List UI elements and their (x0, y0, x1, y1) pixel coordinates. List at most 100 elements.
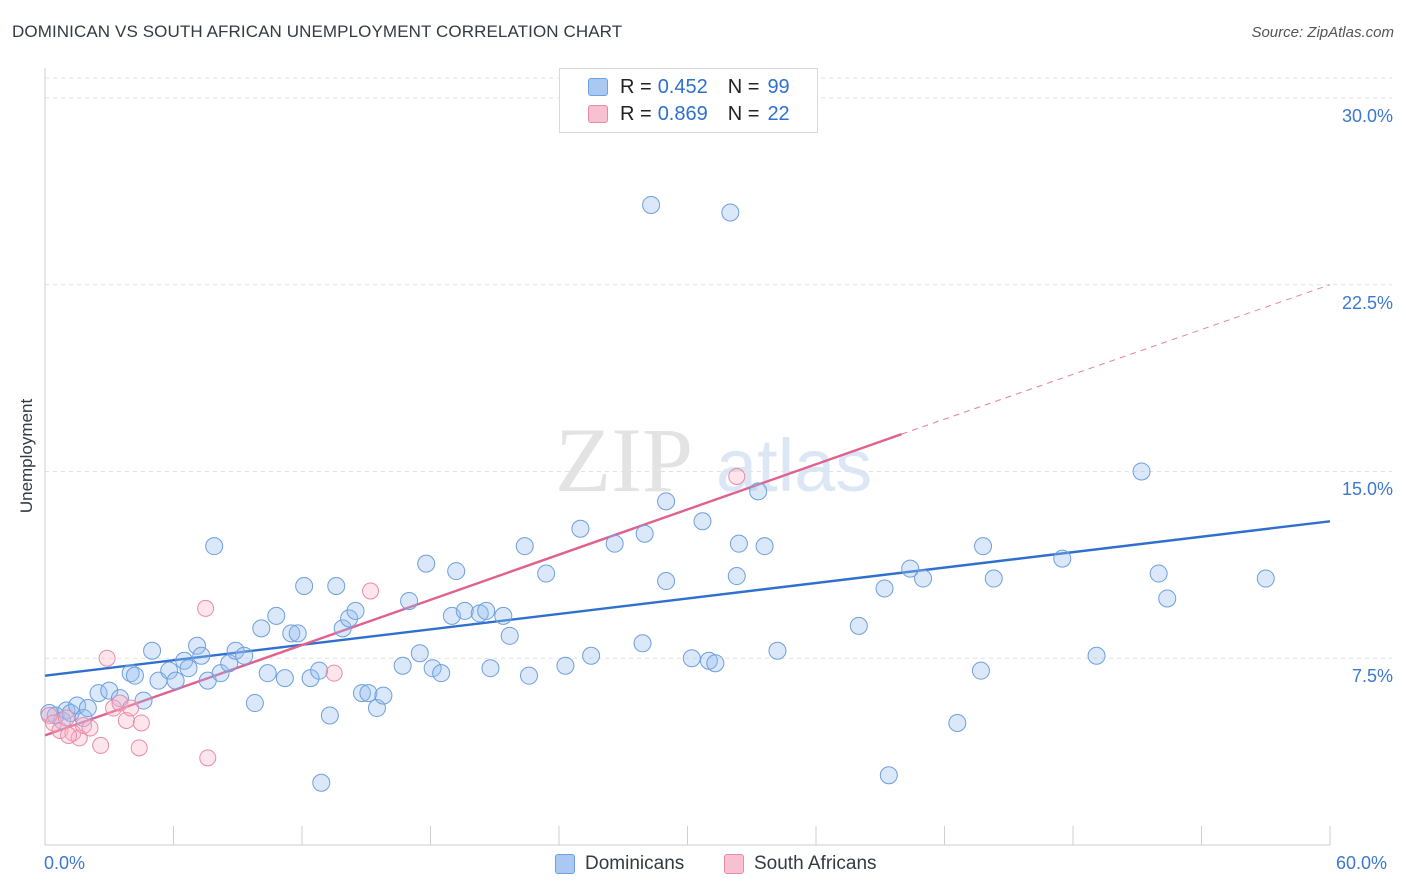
dominicans-point (310, 661, 329, 680)
source-credit: Source: ZipAtlas.com (1251, 24, 1394, 41)
dominicans-point (423, 659, 442, 678)
bottom-legend-label-dominicans: Dominicans (585, 853, 685, 874)
south-africans-point (132, 714, 150, 732)
dominicans-point (515, 537, 534, 556)
dominicans-point (295, 577, 314, 596)
dominicans-point (100, 681, 119, 700)
dominicans-point (340, 609, 359, 628)
dominicans-point (984, 569, 1003, 588)
dominicans-point (432, 664, 451, 683)
dominicans-point (537, 564, 556, 583)
south-africans-trend-extension (901, 284, 1331, 435)
dominicans-point (160, 661, 179, 680)
south-africans-point (57, 709, 75, 727)
dominicans-point (642, 196, 661, 215)
dominicans-point (447, 562, 466, 581)
bottom-legend-swatch-blue (555, 854, 575, 874)
dominicans-point (74, 708, 93, 727)
dominicans-point (477, 601, 496, 620)
south-africans-point (92, 736, 110, 754)
dominicans-point (571, 519, 590, 538)
legend-r-label: R = (620, 102, 652, 125)
x-tick-label-max: 60.0% (1336, 853, 1388, 873)
bottom-legend-swatch-pink (724, 854, 744, 874)
dominicans-point (282, 624, 301, 643)
south-africans-trend-line (44, 432, 903, 737)
dominicans-point (275, 669, 294, 688)
dominicans-point (258, 664, 277, 683)
dominicans-point (393, 656, 412, 675)
dominicans-point (879, 766, 898, 785)
legend-swatch-pink (588, 105, 608, 123)
dominicans-point (125, 666, 144, 685)
dominicans-point (901, 559, 920, 578)
dominicans-point (320, 706, 339, 725)
dominicans-point (1087, 646, 1106, 665)
axes (44, 68, 1331, 846)
dominicans-trend-line (44, 520, 1331, 677)
dominicans-point (657, 572, 676, 591)
south-africans-point (728, 467, 746, 485)
dominicans-point (500, 626, 519, 645)
watermark-atlas: atlas (716, 424, 872, 507)
dominicans-point (78, 699, 97, 718)
south-africans-point (325, 664, 343, 682)
legend-n-value: 99 (767, 75, 790, 98)
dominicans-point (352, 684, 371, 703)
dominicans-point (875, 579, 894, 598)
south-africans-point (199, 749, 217, 767)
dominicans-points (40, 196, 1275, 792)
gridlines (45, 77, 1392, 659)
bottom-legend-label-south-africans: South Africans (754, 853, 877, 874)
dominicans-point (971, 661, 990, 680)
dominicans-point (312, 773, 331, 792)
dominicans-point (727, 567, 746, 586)
south-africans-point (111, 694, 129, 712)
legend-n-label: N = (727, 75, 760, 98)
dominicans-point (327, 577, 346, 596)
dominicans-point (849, 616, 868, 635)
dominicans-point (721, 203, 740, 222)
dominicans-point (252, 619, 271, 638)
dominicans-point (1053, 549, 1072, 568)
x-tick-label-min: 0.0% (44, 853, 86, 873)
dominicans-point (682, 649, 701, 668)
dominicans-point (633, 634, 652, 653)
dominicans-point (582, 646, 601, 665)
legend-row-dominicans: R = 0.452 N = 99 (588, 75, 790, 99)
dominicans-point (729, 534, 748, 553)
dominicans-point (417, 554, 436, 573)
y-tick-label: 7.5% (1351, 666, 1393, 687)
dominicans-point (914, 569, 933, 588)
dominicans-point (267, 606, 286, 625)
dominicans-point (657, 492, 676, 511)
dominicans-point (520, 666, 539, 685)
y-tick-label: 15.0% (1341, 479, 1393, 500)
dominicans-point (1158, 589, 1177, 608)
dominicans-point (455, 601, 474, 620)
dominicans-point (205, 537, 224, 556)
legend-n-value: 22 (767, 102, 790, 125)
dominicans-point (693, 512, 712, 531)
dominicans-point (755, 537, 774, 556)
legend-row-south-africans: R = 0.869 N = 22 (588, 102, 790, 126)
dominicans-point (1256, 569, 1275, 588)
dominicans-point (635, 524, 654, 543)
south-africans-point (60, 726, 78, 744)
south-africans-point (362, 582, 380, 600)
dominicans-point (400, 591, 419, 610)
dominicans-point (235, 646, 254, 665)
dominicans-point (494, 606, 513, 625)
south-africans-point (130, 739, 148, 757)
dominicans-point (226, 641, 245, 660)
south-africans-point (98, 649, 116, 667)
dominicans-point (1149, 564, 1168, 583)
dominicans-point (179, 659, 198, 678)
legend-r-value: 0.869 (657, 102, 708, 125)
correlation-legend: R = 0.452 N = 99 R = 0.869 N = 22 (559, 68, 818, 133)
dominicans-point (605, 534, 624, 553)
south-africans-point (81, 719, 99, 737)
dominicans-point (89, 684, 108, 703)
dominicans-point (1132, 462, 1151, 481)
bottom-legend-south-africans: South Africans (724, 851, 877, 877)
